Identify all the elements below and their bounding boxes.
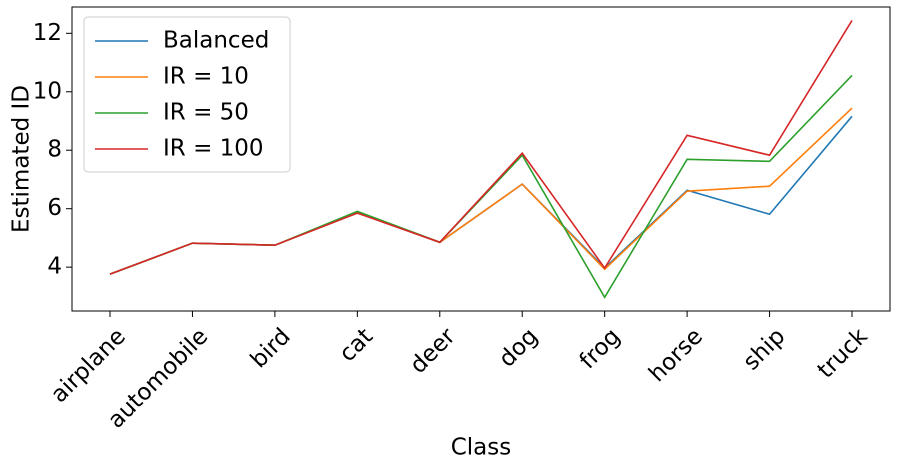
legend-label: Balanced (163, 28, 269, 54)
x-axis-label: Class (451, 435, 512, 461)
plot-frame (71, 6, 891, 312)
x-tick-label: frog (575, 323, 626, 374)
legend-label: IR = 10 (163, 64, 249, 90)
x-tick-label: ship (738, 323, 790, 375)
x-tick-label: truck (813, 323, 874, 384)
legend-box (83, 16, 291, 173)
y-axis-label: Estimated ID (9, 85, 35, 233)
x-tick-label: cat (334, 323, 378, 367)
x-tick-label: bird (246, 323, 296, 373)
legend-label: IR = 50 (163, 100, 249, 126)
y-tick-label: 4 (47, 254, 62, 280)
legend-label: IR = 100 (163, 136, 264, 162)
y-tick-label: 6 (47, 195, 62, 221)
line (109, 20, 853, 275)
x-tick-label: deer (405, 323, 461, 379)
y-tick-label: 8 (47, 137, 62, 163)
x-tick-label: dog (494, 323, 543, 372)
y-tick-label: 10 (33, 78, 62, 104)
x-tick-label: horse (644, 323, 708, 387)
x-tick-label: airplane (46, 323, 131, 408)
y-tick-label: 12 (33, 20, 62, 46)
